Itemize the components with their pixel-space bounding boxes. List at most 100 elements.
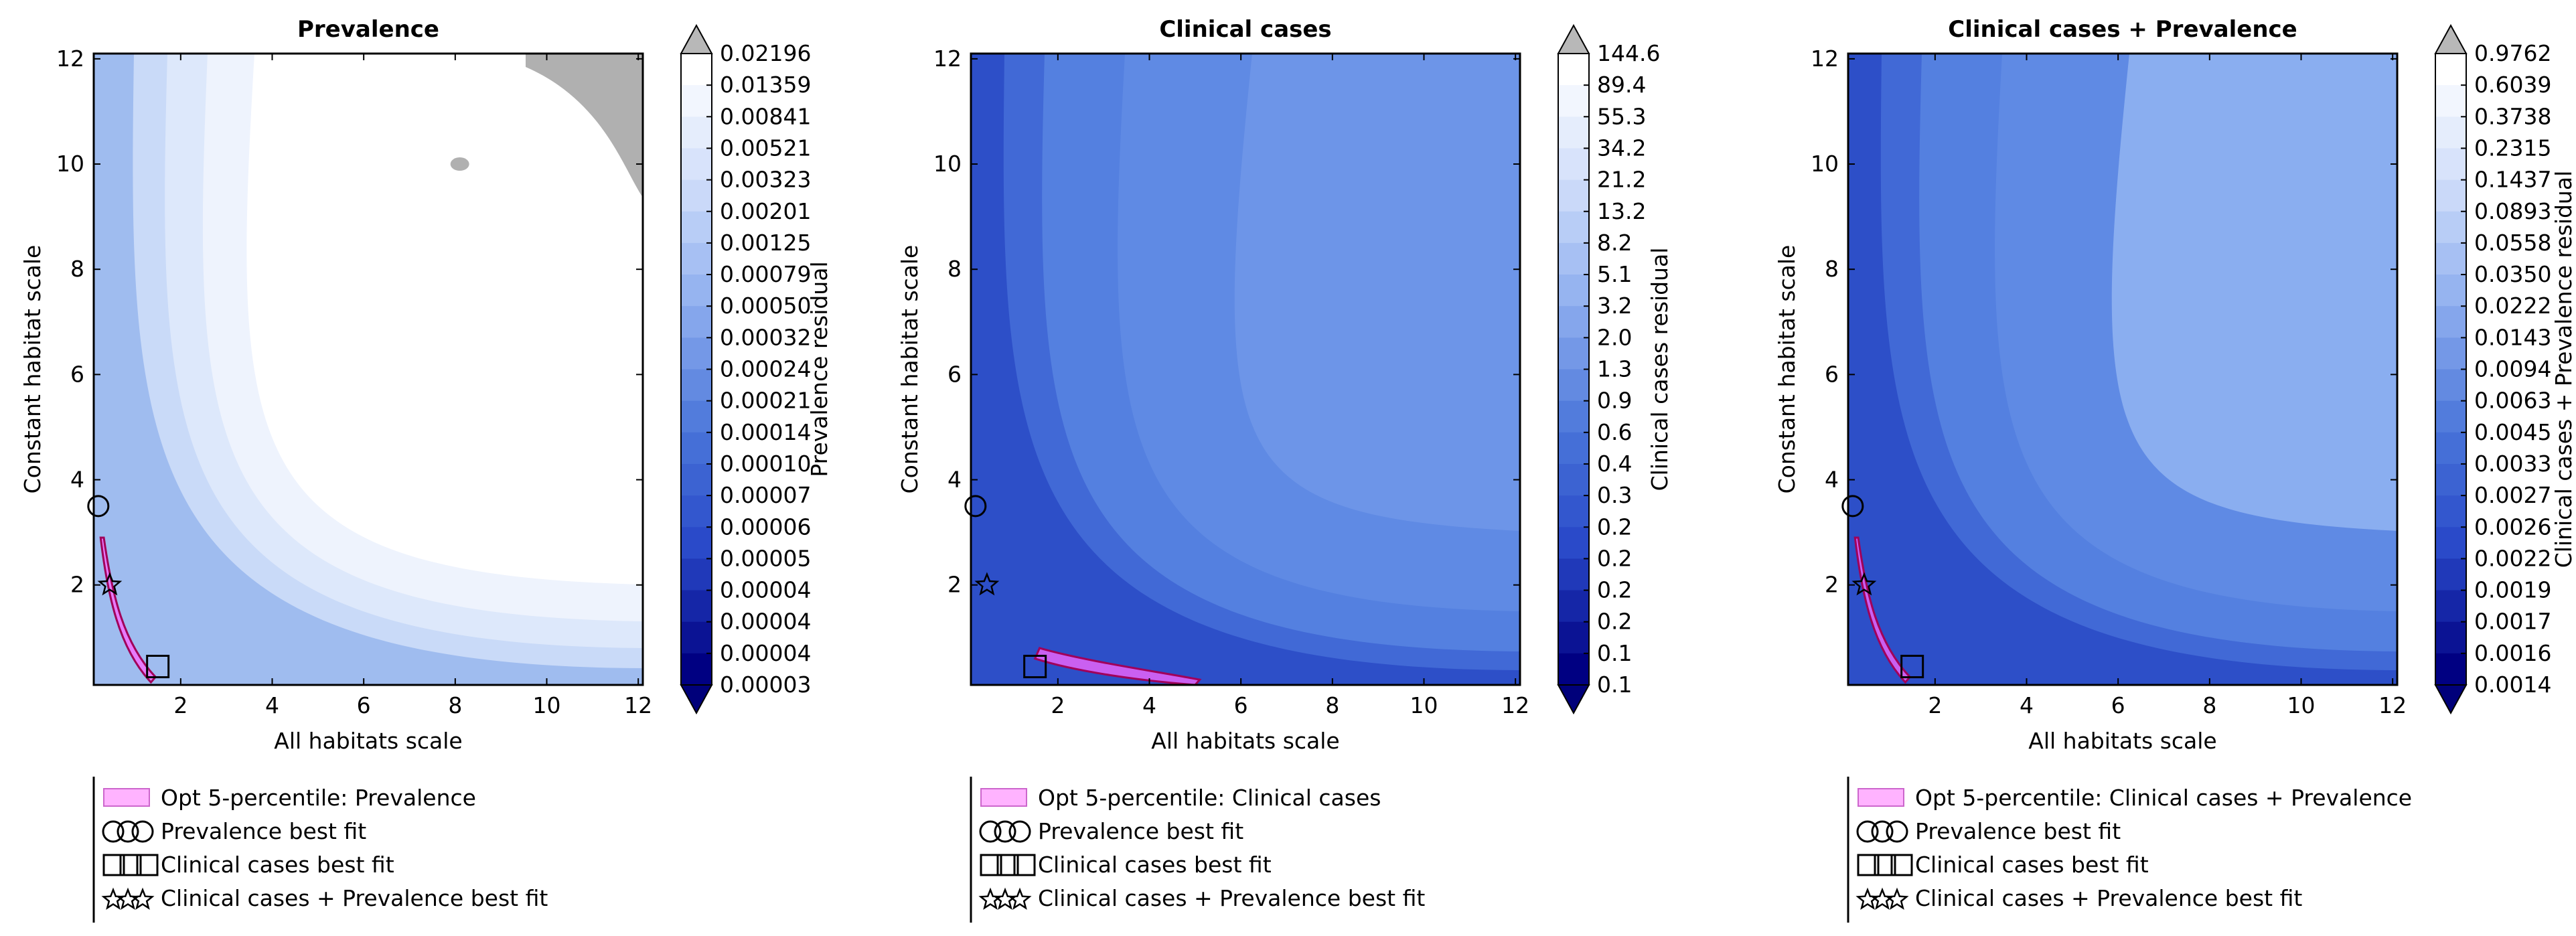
colorbar-tick-label: 0.00201 bbox=[720, 198, 811, 224]
colorbar-tick-label: 0.0014 bbox=[2474, 672, 2551, 698]
colorbar-segment bbox=[681, 558, 712, 591]
colorbar-label: Prevalence residual bbox=[806, 261, 832, 477]
colorbar-segment bbox=[1558, 653, 1589, 686]
colorbar-segment bbox=[681, 54, 712, 86]
x-tick-label: 8 bbox=[1325, 692, 1339, 718]
colorbar-tick-label: 0.1 bbox=[1597, 672, 1632, 698]
colorbar-tick-label: 0.0893 bbox=[2474, 198, 2551, 224]
legend-opt-region-swatch bbox=[1858, 788, 1904, 807]
y-tick-label: 12 bbox=[1811, 46, 1839, 72]
colorbar-segment bbox=[2435, 275, 2466, 307]
y-tick-label: 6 bbox=[70, 361, 84, 387]
colorbar-tick-label: 0.0063 bbox=[2474, 388, 2551, 414]
plot-area bbox=[971, 54, 1520, 685]
colorbar-tick-label: 0.0350 bbox=[2474, 261, 2551, 287]
colorbar-tick-label: 5.1 bbox=[1597, 261, 1632, 287]
colorbar-tick-label: 0.00014 bbox=[720, 419, 811, 445]
colorbar-tick-label: 0.6 bbox=[1597, 419, 1632, 445]
y-tick-label: 10 bbox=[1811, 151, 1839, 177]
colorbar-tick-label: 55.3 bbox=[1597, 103, 1646, 129]
x-tick-label: 2 bbox=[1928, 692, 1942, 718]
colorbar-segment bbox=[2435, 179, 2466, 212]
y-tick-label: 6 bbox=[1825, 361, 1839, 387]
colorbar-segment bbox=[2435, 116, 2466, 149]
colorbar-tick-label: 0.2315 bbox=[2474, 135, 2551, 161]
combined-best-fit-marker bbox=[1851, 572, 1877, 596]
colorbar-tick-label: 0.00003 bbox=[720, 672, 811, 698]
legend-square-icon bbox=[102, 854, 125, 876]
colorbar: 0.02196 0.01359 0.00841 0.00521 0.00323 0.002… bbox=[680, 23, 832, 715]
legend-entry-label: Clinical cases + Prevalence best fit bbox=[161, 885, 548, 911]
plot-area bbox=[1848, 54, 2397, 685]
heatmap-band bbox=[971, 54, 1520, 685]
x-tick-label: 12 bbox=[624, 692, 652, 718]
colorbar-segment bbox=[2435, 495, 2466, 528]
colorbar-tick-label: 0.9 bbox=[1597, 388, 1632, 414]
legend-square-icon bbox=[996, 854, 1019, 876]
colorbar-tick-label: 0.9762 bbox=[2474, 40, 2551, 66]
y-tick-label: 2 bbox=[70, 572, 84, 598]
colorbar-segment bbox=[1558, 306, 1589, 338]
x-tick-label: 6 bbox=[357, 692, 371, 718]
x-tick-label: 10 bbox=[2287, 692, 2316, 718]
chart-title: Prevalence bbox=[297, 16, 439, 43]
legend-entry-label: Clinical cases + Prevalence best fit bbox=[1038, 885, 1425, 911]
colorbar-tick-label: 0.00004 bbox=[720, 577, 811, 603]
x-axis-label: All habitats scale bbox=[274, 728, 462, 754]
colorbar-tick-label: 0.2 bbox=[1597, 609, 1632, 635]
colorbar-segment bbox=[681, 275, 712, 307]
colorbar-segment bbox=[1558, 85, 1589, 117]
colorbar-segment bbox=[1558, 179, 1589, 212]
colorbar-segment bbox=[1558, 432, 1589, 465]
legend-circle-icon bbox=[1871, 820, 1894, 843]
colorbar-segment bbox=[2435, 621, 2466, 654]
colorbar-segment bbox=[1558, 558, 1589, 591]
colorbar-tick-label: 0.00032 bbox=[720, 324, 811, 350]
x-tick-label: 12 bbox=[2378, 692, 2407, 718]
colorbar-tick-label: 89.4 bbox=[1597, 72, 1646, 98]
prevalence-best-fit-marker bbox=[964, 495, 987, 518]
colorbar-segment bbox=[681, 369, 712, 402]
legend-entry-label: Clinical cases best fit bbox=[1915, 852, 2149, 878]
legend: Opt 5-percentile: Clinical cases + Preva… bbox=[1847, 777, 2412, 923]
heatmap-band bbox=[1848, 54, 2397, 685]
colorbar-segment bbox=[681, 463, 712, 496]
colorbar-segment bbox=[2435, 369, 2466, 402]
colorbar-tick-label: 0.01359 bbox=[720, 72, 811, 98]
legend: Opt 5-percentile: Clinical cases Prevalen… bbox=[970, 777, 1425, 923]
colorbar-tick-label: 0.00005 bbox=[720, 545, 811, 571]
y-axis-label: Constant habitat scale bbox=[897, 245, 923, 494]
colorbar: 0.9762 0.6039 0.3738 0.2315 0.1437 0.0893 0.05… bbox=[2434, 23, 2576, 715]
colorbar-tick-label: 1.3 bbox=[1597, 356, 1632, 382]
colorbar-tick-label: 0.0019 bbox=[2474, 577, 2551, 603]
colorbar-segment bbox=[2435, 242, 2466, 275]
y-tick-label: 2 bbox=[948, 572, 962, 598]
legend-entry-label: Prevalence best fit bbox=[1915, 818, 2121, 844]
x-tick-label: 12 bbox=[1501, 692, 1529, 718]
colorbar-tick-label: 0.6039 bbox=[2474, 72, 2551, 98]
colorbar-tick-label: 0.00021 bbox=[720, 388, 811, 414]
colorbar-segment bbox=[1558, 148, 1589, 181]
colorbar-segment bbox=[681, 211, 712, 244]
colorbar-segment bbox=[1558, 275, 1589, 307]
colorbar-tick-label: 0.00050 bbox=[720, 293, 811, 319]
colorbar-segment bbox=[681, 148, 712, 181]
colorbar-tick-label: 0.2 bbox=[1597, 577, 1632, 603]
colorbar-tick-label: 0.0558 bbox=[2474, 230, 2551, 256]
colorbar-segment bbox=[1558, 495, 1589, 528]
x-tick-label: 6 bbox=[1234, 692, 1248, 718]
colorbar-tick-label: 0.0143 bbox=[2474, 324, 2551, 350]
chart-title: Clinical cases + Prevalence bbox=[1948, 16, 2297, 43]
colorbar-tick-label: 0.0017 bbox=[2474, 609, 2551, 635]
colorbar-segment bbox=[2435, 148, 2466, 181]
colorbar: 144.6 89.4 55.3 34.2 21.2 13.2 8.2 5.1 3.2 2.0 1.3… bbox=[1557, 23, 1673, 715]
colorbar-tick-label: 0.00125 bbox=[720, 230, 811, 256]
colorbar-segment bbox=[1558, 590, 1589, 623]
colorbar-segment bbox=[2435, 653, 2466, 686]
colorbar-tick-label: 2.0 bbox=[1597, 324, 1632, 350]
heatmap-band bbox=[971, 54, 1520, 685]
colorbar-label: Clinical cases + Prevalence residual bbox=[2551, 171, 2576, 568]
colorbar-tick-label: 0.00004 bbox=[720, 609, 811, 635]
legend-opt-region-swatch bbox=[980, 788, 1027, 807]
y-axis-label: Constant habitat scale bbox=[1774, 245, 1800, 494]
